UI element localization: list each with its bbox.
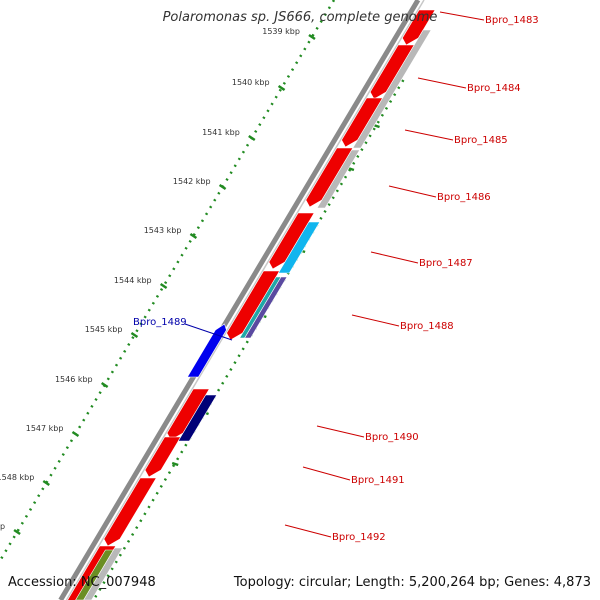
gene-arrow [177,394,218,442]
label-leader-line [388,185,437,198]
ruler-tick-label: 1539 kbp [262,27,300,36]
gene-label: Bpro_1483 [485,15,539,26]
ruler-tick [218,183,227,191]
gene-arrow [226,270,281,341]
ruler-tick [130,331,139,339]
map-title: Polaromonas sp. JS666, complete genome [162,10,438,25]
gene-label: Bpro_1489 [133,317,187,328]
gene-arrow [103,477,157,547]
ruler-tick [189,232,198,240]
gene-label: Bpro_1485 [454,135,508,146]
label-leader-line [439,11,485,21]
ruler-tick-label: 1540 kbp [232,78,270,87]
label-leader-line [184,323,233,341]
ruler-tick-label: 1543 kbp [144,226,182,235]
accession-text: Accession: NC_007948 [8,575,156,590]
label-leader-line [351,314,400,327]
gene-arrow [268,212,315,270]
topology-text: Topology: circular; Length: 5,200,264 bp… [233,575,591,590]
ruler-tick [42,479,50,487]
gene-arrow [244,276,288,339]
gene-label: Bpro_1492 [332,532,386,543]
ruler-tick [71,430,80,438]
ruler-tick-label: 1549 kbp [0,522,5,531]
gene-label: Bpro_1490 [365,432,419,443]
ruler-tick-label: 1547 kbp [26,424,64,433]
ruler-tick [13,528,21,536]
gene-label: Bpro_1488 [400,321,454,332]
gene-arrow [144,436,182,478]
label-leader-line [316,425,365,438]
gene-arrow [369,44,415,100]
ruler-tick [248,134,256,142]
backbone-highlight [65,0,425,600]
ruler-tick [100,381,109,389]
ruler-tick [277,84,286,92]
gene-label: Bpro_1487 [419,258,473,269]
label-leader-line [417,77,467,89]
gene-label: Bpro_1491 [351,475,405,486]
gene-label: Bpro_1484 [467,83,521,94]
backbone-outer [58,0,421,600]
label-leader-line [370,251,419,264]
ruler-tick-label: 1548 kbp [0,473,34,482]
ruler-tick-label: 1544 kbp [114,276,152,285]
ruler-tick [308,33,316,41]
label-leader-line [404,129,454,141]
ruler-outer [92,79,405,600]
gene-arrow [316,149,361,209]
gene-arrow [277,221,321,274]
ruler-tick [159,282,168,290]
gene-arrow [75,549,114,600]
label-leader-line [284,524,332,538]
gene-label: Bpro_1486 [437,192,491,203]
gene-arrow [352,29,432,149]
ruler-tick [171,461,179,467]
gene-arrow [166,388,210,441]
gene-arrow [402,9,436,46]
gene-arrow [305,147,354,208]
gene-arrow [341,97,384,148]
ruler-tick-label: 1545 kbp [85,325,123,334]
gene-arrow [186,323,227,378]
label-leader-line [302,466,351,481]
ruler-tick-label: 1541 kbp [202,128,240,137]
ruler-tick-label: 1542 kbp [173,177,211,186]
ruler-tick-label: 1546 kbp [55,375,93,384]
